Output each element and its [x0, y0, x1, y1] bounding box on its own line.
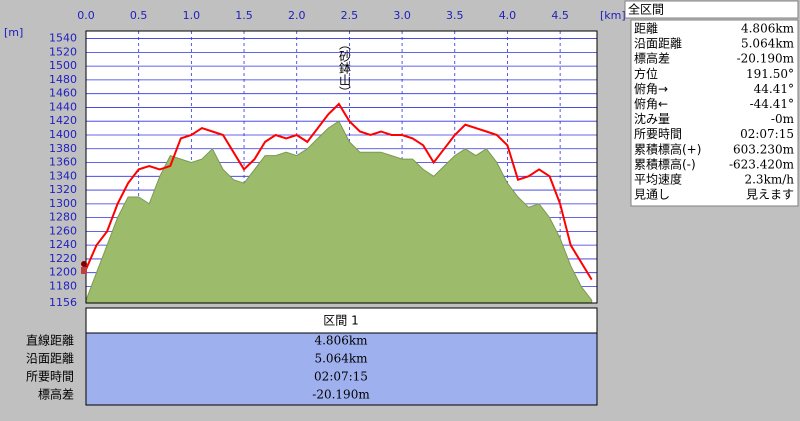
panel-body-bg — [630, 19, 799, 207]
panel-value: -623.420m — [729, 157, 795, 171]
section-header-bg — [85, 307, 598, 334]
panel-value: 44.41° — [754, 82, 794, 96]
section-label: 沿面距離 — [26, 352, 74, 366]
panel-value: 02:07:15 — [740, 127, 794, 141]
y-tick-label: 1260 — [49, 224, 77, 237]
y-tick-label: 1540 — [49, 32, 77, 45]
y-tick-label: 1480 — [49, 73, 77, 86]
y-tick-label: 1360 — [49, 156, 77, 169]
y-tick-label: 1156 — [49, 296, 77, 309]
x-unit: [km] — [600, 9, 626, 22]
y-tick-label: 1240 — [49, 238, 77, 251]
panel-value: 5.064km — [741, 37, 795, 51]
section-body-bg — [85, 332, 598, 406]
y-tick-label: 1220 — [49, 252, 77, 265]
y-tick-label: 1180 — [49, 279, 77, 292]
x-tick-label: 2.5 — [341, 9, 359, 22]
panel-title: 全区間 — [628, 2, 664, 17]
panel-label: 距離 — [634, 22, 658, 36]
panel-value: 191.50° — [746, 67, 794, 81]
y-tick-label: 1500 — [49, 59, 77, 72]
x-tick-label: 0.5 — [130, 9, 148, 22]
panel-value: -20.190m — [737, 52, 795, 66]
section-label: 標高差 — [38, 387, 74, 402]
y-tick-label: 1440 — [49, 100, 77, 113]
panel-label: 平均速度 — [634, 172, 682, 187]
section-value: 4.806km — [314, 334, 368, 348]
x-tick-label: 1.0 — [183, 9, 201, 22]
x-tick-label: 3.5 — [446, 9, 464, 22]
terrain-area — [85, 120, 593, 304]
panel-label: 俯角← — [634, 96, 668, 111]
panel-label: 沈み量 — [634, 111, 670, 126]
x-tick-label: 2.0 — [288, 9, 306, 22]
panel-value: 4.806km — [741, 22, 795, 36]
y-tick-label: 1280 — [49, 211, 77, 224]
section-title: 区間 1 — [323, 314, 358, 328]
x-tick-label: 4.5 — [551, 9, 569, 22]
section-value: -20.190m — [312, 388, 370, 402]
peak-annotation: （砂鉢山） — [338, 38, 352, 98]
panel-value: 603.230m — [733, 142, 795, 156]
panel-label: 所要時間 — [634, 127, 682, 141]
y-tick-label: 1300 — [49, 197, 77, 210]
panel-value: 2.3km/h — [744, 173, 794, 187]
section-value: 02:07:15 — [314, 370, 368, 384]
x-tick-label: 3.0 — [393, 9, 411, 22]
panel-label: 俯角→ — [634, 81, 668, 96]
x-tick-label: 4.0 — [499, 9, 517, 22]
y-tick-label: 1380 — [49, 142, 77, 155]
y-tick-label: 1460 — [49, 87, 77, 100]
panel-label: 沿面距離 — [634, 37, 682, 51]
panel-value: 見えます — [746, 188, 794, 202]
x-tick-label: 0.0 — [77, 9, 95, 22]
y-tick-label: 1420 — [49, 114, 77, 127]
section-value: 5.064km — [314, 352, 368, 366]
panel-value: -0m — [771, 112, 795, 126]
y-unit: [m] — [4, 26, 23, 39]
route-line — [85, 102, 593, 281]
y-tick-label: 1340 — [49, 169, 77, 182]
section-label: 所要時間 — [26, 370, 74, 384]
panel-label: 累積標高(+) — [634, 141, 701, 156]
plot-frame — [85, 30, 598, 304]
panel-label: 方位 — [634, 66, 658, 81]
y-tick-label: 1400 — [49, 128, 77, 141]
y-tick-label: 1200 — [49, 266, 77, 279]
panel-value: -44.41° — [750, 97, 794, 111]
panel-label: 標高差 — [634, 51, 670, 66]
x-tick-label: 1.5 — [235, 9, 253, 22]
marks — [85, 102, 593, 304]
panel-label: 累積標高(-) — [634, 156, 696, 171]
section-label: 直線距離 — [26, 333, 74, 348]
y-tick-label: 1520 — [49, 45, 77, 58]
y-tick-label: 1320 — [49, 183, 77, 196]
hiker-icon — [81, 261, 87, 274]
panel-label: 見通し — [634, 188, 670, 202]
panel-header-bg — [624, 0, 799, 19]
